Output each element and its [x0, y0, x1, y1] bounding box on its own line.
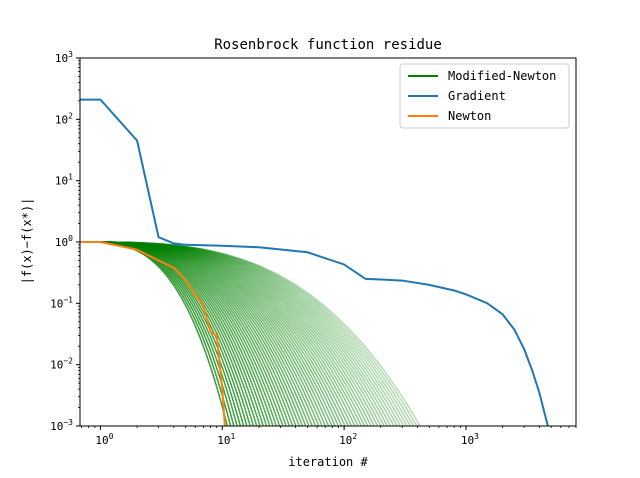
chart-title: Rosenbrock function residue — [214, 37, 442, 53]
modified-newton-curve — [80, 241, 362, 426]
modified-newton-curve — [80, 241, 395, 426]
modified-newton-curve — [80, 241, 349, 426]
modified-newton-curve — [80, 241, 356, 426]
y-tick-label: 10−3 — [50, 418, 73, 433]
legend: Modified-Newton Gradient Newton — [399, 63, 570, 129]
y-tick-label: 103 — [55, 50, 73, 65]
modified-newton-curves — [80, 241, 421, 426]
plot-area — [80, 98, 549, 426]
modified-newton-curve — [80, 241, 415, 426]
modified-newton-curve — [80, 241, 353, 426]
y-tick-label: 101 — [55, 173, 73, 188]
modified-newton-curve — [80, 241, 402, 426]
modified-newton-curve — [80, 241, 359, 426]
modified-newton-curve — [80, 241, 340, 426]
legend-label-newton: Newton — [448, 109, 491, 123]
y-axis-label: |f(x)−f(x*)| — [20, 198, 34, 285]
y-tick-label: 102 — [55, 111, 73, 126]
y-axis-ticks: 10−3 10−2 10−1 100 101 102 103 — [50, 50, 80, 433]
newton-series-line — [80, 241, 226, 426]
legend-frame — [399, 63, 570, 129]
modified-newton-curve — [80, 241, 408, 426]
x-tick-label: 103 — [461, 432, 479, 447]
x-axis-ticks: 100 101 102 103 — [81, 426, 577, 447]
modified-newton-curve — [80, 241, 421, 426]
modified-newton-curve — [80, 241, 379, 426]
x-tick-label: 102 — [339, 432, 357, 447]
modified-newton-curve — [80, 241, 418, 426]
x-tick-label: 101 — [217, 432, 235, 447]
gradient-series-line — [80, 98, 549, 426]
modified-newton-curve — [80, 241, 346, 426]
modified-newton-curve — [80, 241, 366, 426]
y-tick-label: 10−2 — [50, 357, 73, 372]
modified-newton-curve — [80, 241, 343, 426]
modified-newton-curve — [80, 241, 398, 426]
modified-newton-curve — [80, 241, 389, 426]
modified-newton-curve — [80, 241, 382, 426]
modified-newton-curve — [80, 241, 372, 426]
modified-newton-curve — [80, 241, 392, 426]
x-axis-label: iteration # — [288, 455, 368, 469]
legend-label-gradient: Gradient — [448, 89, 506, 103]
modified-newton-curve — [80, 241, 411, 426]
modified-newton-curve — [80, 241, 336, 426]
y-tick-label: 100 — [55, 234, 73, 249]
modified-newton-curve — [80, 241, 375, 426]
modified-newton-curve — [80, 241, 369, 426]
modified-newton-curve — [80, 241, 405, 426]
legend-label-modified-newton: Modified-Newton — [448, 69, 556, 83]
y-tick-label: 10−1 — [50, 295, 73, 310]
modified-newton-curve — [80, 241, 385, 426]
x-tick-label: 100 — [95, 432, 113, 447]
